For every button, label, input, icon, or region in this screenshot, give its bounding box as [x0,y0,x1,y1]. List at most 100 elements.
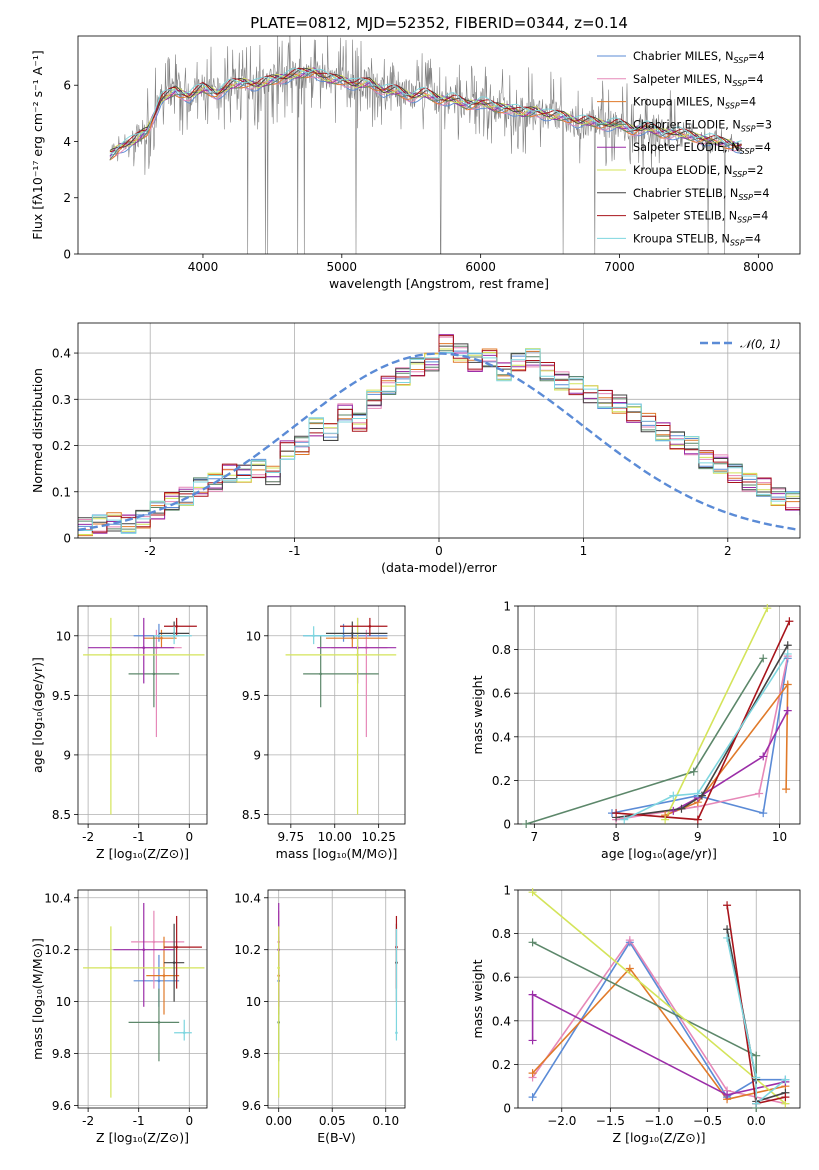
mass_vs_Z-ylabel: mass [log₁₀(M/M⊙)] [30,938,45,1060]
weight-marker-chabrier_elodie [528,938,537,947]
legend-subscript: SSP [730,238,745,247]
weight-marker-chabrier_stelib [723,925,732,934]
age_vs_mass-frame [267,605,406,825]
spectrum-ytick-label: 0 [63,248,71,262]
weight_vs_age-ytick-label: 0 [503,818,511,832]
mass_vs_Z-xtick-label: 0 [185,1114,193,1128]
legend-subscript: SSP [738,193,753,202]
model-spectrum-kroupa_miles [109,73,742,161]
weight_vs_age-xtick-label: 9 [694,830,702,844]
legend-text: Chabrier MILES, N [633,50,733,63]
weight-marker-salpeter_elodie [669,806,678,815]
age_vs_mass-ytick-label: 10 [246,629,261,643]
weight-marker-kroupa_miles [782,785,791,794]
weight-marker-kroupa_stelib [669,791,678,800]
weight_vs_Z-ytick-label: 0.2 [492,1058,511,1072]
mass_vs_ebv-axes: 0.00 0.05 0.10 9.6 9.8 10 10.2 10.4 E(B-V) [234,889,406,1145]
weight-marker-chabrier_miles [528,1093,537,1102]
spectrum-ytick-label: 6 [63,79,71,93]
legend-text: Salpeter MILES, N [633,73,732,86]
weight-line-salpeter_miles [615,655,789,821]
mass_vs_Z-xtick-label: -1 [133,1114,145,1128]
weight-line-kroupa_stelib [726,937,786,1106]
point-chabrier_stelib [172,961,176,964]
legend-count: =4 [745,232,762,245]
legend-text: Chabrier ELODIE, N [633,118,741,131]
point-kroupa_elodie [356,653,359,657]
point-kroupa_miles [160,636,163,640]
spectrum-xtick-label: 4000 [188,260,219,274]
weight-marker-kroupa_elodie [763,604,772,613]
legend-label-chabrier_miles: Chabrier MILES, NSSP=4 [633,50,765,65]
weight_vs_Z-ytick-label: 1 [503,884,511,898]
spectrum-xtick-label: 5000 [327,260,358,274]
mass_vs_ebv-plot-area [277,902,398,1098]
legend-count: =4 [752,210,769,223]
weight_vs_age-ytick-label: 0.6 [492,687,511,701]
spectrum-frame [77,35,801,255]
residuals-frame [77,322,801,539]
weight-marker-chabrier_miles [759,809,768,818]
age_vs_mass-axes: 9.75 10.00 10.25 8.5 9 9.5 10 mass [log₁₀(M/M⊙)… [242,605,406,861]
legend-text: Salpeter ELODIE, N [633,141,740,154]
weight-marker-kroupa_stelib [620,815,629,824]
mass_vs_ebv-ytick-label: 10.4 [234,891,261,905]
age_vs_Z-xlabel: Z [log₁₀(Z/Z⊙)] [96,846,189,861]
spectrum-axes: 4000 5000 6000 7000 8000 0 2 4 6 wavelength [Angs… [30,35,801,291]
mass_vs_ebv-ytick-label: 9.6 [242,1099,261,1113]
weight-line-kroupa_elodie [532,891,786,1105]
weight_vs_Z-xtick-label: −2.0 [547,1114,576,1128]
mass_vs_ebv-frame [267,889,406,1109]
weight-marker-kroupa_miles [625,964,634,973]
weight_vs_Z-xlabel: Z [log₁₀(Z/Z⊙)] [613,1130,706,1145]
weight_vs_age-ylabel: mass weight [470,675,485,754]
weight-marker-kroupa_miles [528,1069,537,1078]
model-spectrum-kroupa_stelib [109,68,742,155]
weight-marker-salpeter_miles [755,789,764,798]
residuals-ytick-label: 0.2 [52,439,71,453]
mass_vs_ebv-ytick-label: 9.8 [242,1047,261,1061]
legend-label-chabrier_elodie: Chabrier ELODIE, NSSP=3 [633,118,772,133]
weight-marker-salpeter_stelib [693,815,702,824]
weight_vs_age-axes: 7 8 9 10 0 0.2 0.4 0.6 0.8 1 age [log₁₀(age/yr)] ma… [470,600,801,861]
residuals-plot-area [78,334,800,537]
mass_vs_Z-axes: -2 -1 0 9.6 9.8 10 10.2 10.4 Z [log₁₀(Z/Z⊙)] mass… [30,889,208,1145]
weight-marker-kroupa_stelib [781,1075,790,1084]
weight-line-kroupa_elodie [664,607,769,820]
age_vs_Z-ytick-label: 8.5 [52,808,71,822]
mass_vs_Z-xtick-label: -2 [82,1114,94,1128]
weight_vs_age-xtick-label: 10 [772,830,787,844]
mass_vs_Z-ytick-label: 10 [56,995,71,1009]
spectrum-ytick-label: 2 [63,191,71,205]
weight-line-kroupa_stelib [623,653,789,821]
spectrum-plot-area [109,36,743,254]
residuals-xtick-label: 0 [435,544,443,558]
legend-count: =4 [740,96,757,109]
weight-marker-salpeter_miles [625,936,634,945]
spectrum-ytick-label: 4 [63,135,71,149]
weight_vs_age-xtick-label: 8 [612,830,620,844]
age_vs_Z-xtick-label: 0 [185,830,193,844]
weight-marker-kroupa_stelib [723,933,732,942]
observed-spectrum-line [109,36,742,254]
weight_vs_Z-xtick-label: −1.0 [644,1114,673,1128]
age_vs_mass-ytick-label: 9 [253,748,261,762]
gaussian-curve [78,352,798,532]
weight_vs_Z-xtick-label: −1.5 [596,1114,625,1128]
weight-marker-kroupa_stelib [693,789,702,798]
figure-title: PLATE=0812, MJD=52352, FIBERID=0344, z=0… [250,14,628,32]
point-kroupa_elodie [109,653,113,657]
point-chabrier_elodie [157,1021,161,1024]
point-chabrier_miles [157,979,161,983]
residuals-xtick-label: -1 [289,544,301,558]
weight-marker-chabrier_stelib [677,804,686,813]
weight_vs_age-xtick-label: 7 [531,830,539,844]
mass_vs_ebv-ytick-label: 10.2 [234,943,261,957]
residuals-xtick-label: -2 [144,544,156,558]
legend-text: Kroupa STELIB, N [633,232,730,245]
age_vs_mass-ytick-label: 9.5 [242,689,261,703]
residuals-ylabel: Normed distribution [30,368,45,493]
spectrum-xlabel: wavelength [Angstrom, rest frame] [329,276,549,291]
